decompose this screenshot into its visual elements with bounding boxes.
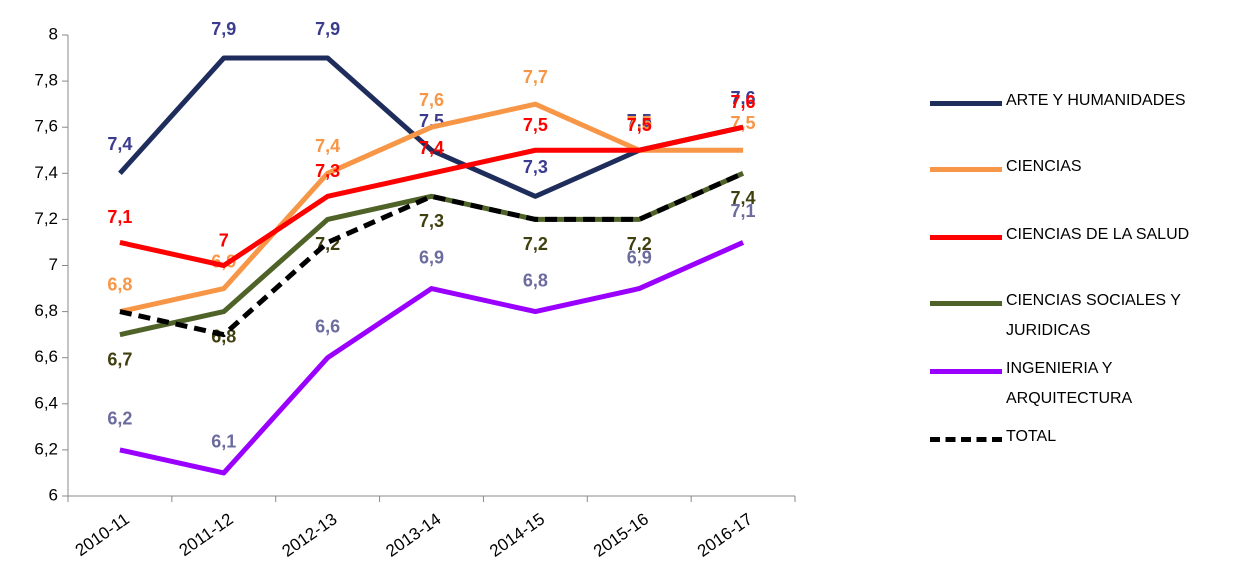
x-tick-label: 2011-12 [176, 509, 237, 560]
y-tick-label: 7 [49, 255, 58, 274]
y-tick-label: 6 [49, 485, 58, 504]
legend-item: ARTE Y HUMANIDADES [930, 90, 1230, 116]
legend-swatch [930, 437, 1002, 442]
y-tick-label: 6,6 [34, 347, 58, 366]
data-label: 7,3 [419, 211, 444, 231]
series-line [119, 171, 745, 338]
legend-swatch [930, 301, 1002, 306]
x-tick-label: 2013-14 [382, 509, 444, 560]
data-label: 7,6 [731, 92, 756, 112]
legend-item: CIENCIAS SOCIALES Y JURIDICAS [930, 290, 1230, 346]
y-tick-label: 8 [49, 24, 58, 43]
data-label: 7 [219, 230, 229, 250]
data-label: 6,8 [107, 274, 132, 294]
data-label: 6,8 [523, 270, 548, 290]
data-label: 6,1 [211, 432, 236, 452]
legend-label: TOTAL [1006, 428, 1057, 445]
y-tick-label: 7,6 [34, 117, 58, 136]
series-line [119, 101, 744, 315]
data-label: 6,2 [107, 409, 132, 429]
data-label: 7,6 [419, 90, 444, 110]
data-label: 6,9 [627, 247, 652, 267]
legend-label: CIENCIAS DE LA SALUD [1006, 226, 1190, 243]
data-label: 7,1 [731, 201, 756, 221]
x-tick-label: 2016-17 [694, 509, 756, 560]
data-label: 7,4 [419, 138, 444, 158]
data-label: 7,6 [731, 88, 756, 108]
data-label: 6,7 [107, 349, 132, 369]
x-tick-label: 2015-16 [590, 509, 652, 560]
legend-item: CIENCIAS DE LA SALUD [930, 224, 1230, 250]
data-label: 7,5 [627, 113, 652, 133]
data-label: 6,9 [419, 247, 444, 267]
y-tick-label: 7,4 [34, 163, 58, 182]
data-label: 7,3 [523, 157, 548, 177]
x-tick-label: 2014-15 [486, 509, 548, 560]
legend-item: INGENIERIA Y ARQUITECTURA [930, 358, 1230, 414]
x-tick-label: 2010-11 [72, 509, 133, 560]
data-label: 7,4 [107, 134, 132, 154]
legend-item: CIENCIAS [930, 156, 1230, 182]
data-label: 7,2 [627, 234, 652, 254]
legend-label: CIENCIAS [1006, 158, 1082, 175]
data-label: 7,4 [731, 188, 756, 208]
y-tick-label: 6,8 [34, 301, 58, 320]
y-tick-label: 7,8 [34, 71, 58, 90]
series-line [119, 124, 744, 268]
legend-label: INGENIERIA Y ARQUITECTURA [1006, 360, 1133, 407]
data-label: 7,5 [627, 111, 652, 131]
x-tick-label: 2012-13 [279, 509, 341, 560]
legend-label: ARTE Y HUMANIDADES [1006, 92, 1186, 109]
y-tick-label: 6,4 [34, 393, 58, 412]
data-label: 7,2 [523, 234, 548, 254]
legend-swatch [930, 101, 1002, 106]
series-line [119, 240, 745, 476]
data-label: 7,5 [523, 115, 548, 135]
legend-swatch [930, 235, 1002, 240]
data-label: 7,7 [523, 67, 548, 87]
series-line [119, 171, 745, 338]
legend-swatch [930, 167, 1002, 172]
legend-item: TOTAL [930, 426, 1230, 452]
legend-swatch [930, 369, 1002, 374]
data-label: 7,1 [107, 207, 132, 227]
legend-label: CIENCIAS SOCIALES Y JURIDICAS [1006, 292, 1181, 339]
y-tick-label: 7,2 [34, 209, 58, 228]
data-label: 7,9 [211, 19, 236, 39]
data-label: 6,6 [315, 316, 340, 336]
data-label: 7,9 [315, 19, 340, 39]
data-label: 7,5 [627, 115, 652, 135]
data-label: 7,3 [315, 161, 340, 181]
data-label: 7,4 [315, 136, 340, 156]
y-tick-label: 6,2 [34, 439, 58, 458]
